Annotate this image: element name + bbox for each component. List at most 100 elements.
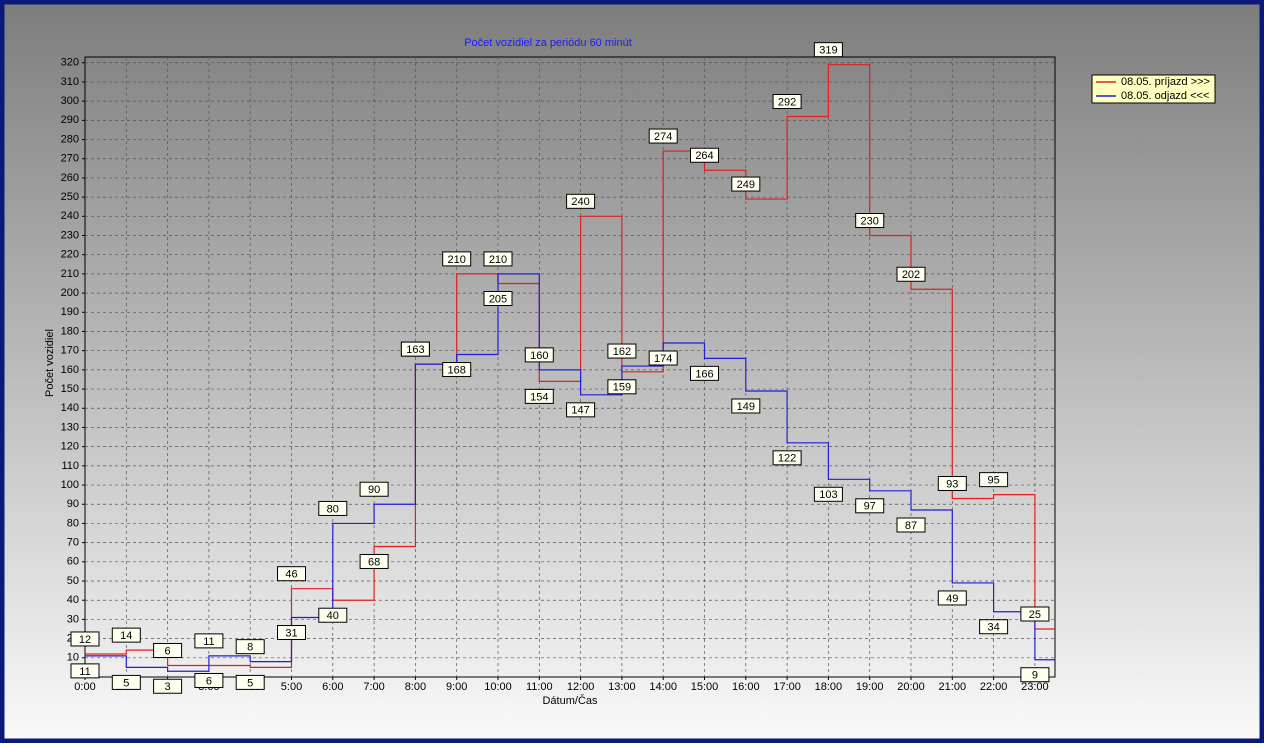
y-tick-label: 50 bbox=[67, 575, 79, 587]
value-label-box bbox=[690, 365, 719, 381]
value-label-box bbox=[979, 619, 1009, 635]
value-label: 274 bbox=[654, 131, 672, 143]
value-label-box bbox=[400, 341, 430, 357]
value-label: 93 bbox=[946, 478, 958, 490]
y-tick-label: 60 bbox=[67, 556, 79, 568]
x-tick-label: 13:00 bbox=[608, 681, 636, 693]
value-label-box bbox=[813, 42, 843, 58]
value-label: 31 bbox=[285, 627, 297, 639]
x-tick-label: 17:00 bbox=[773, 681, 801, 693]
value-label: 264 bbox=[695, 150, 713, 162]
value-label: 80 bbox=[327, 503, 339, 515]
value-label-box bbox=[566, 402, 596, 418]
value-label: 154 bbox=[530, 391, 548, 403]
y-tick-label: 30 bbox=[67, 613, 79, 625]
value-label: 87 bbox=[905, 520, 917, 532]
value-label: 6 bbox=[165, 645, 171, 657]
value-label: 49 bbox=[946, 593, 958, 605]
value-label: 11 bbox=[203, 636, 214, 648]
chart-title: Počet vozidiel za periódu 60 minút bbox=[464, 37, 632, 49]
value-label-box bbox=[1020, 606, 1050, 622]
value-label: 205 bbox=[489, 293, 507, 305]
plot-area bbox=[84, 56, 1056, 678]
value-label-box bbox=[70, 631, 100, 647]
value-label: 249 bbox=[737, 179, 755, 191]
y-tick-label: 10 bbox=[67, 652, 79, 664]
y-tick-label: 40 bbox=[67, 594, 79, 606]
x-tick-label: 7:00 bbox=[363, 681, 384, 693]
value-label-box bbox=[483, 251, 513, 267]
value-label-box bbox=[318, 500, 348, 516]
value-label: 34 bbox=[987, 622, 999, 634]
value-label-box bbox=[194, 672, 224, 688]
y-tick-label: 200 bbox=[61, 287, 79, 299]
y-tick-label: 290 bbox=[61, 114, 79, 126]
series-line bbox=[85, 273, 1055, 672]
x-tick-label: 6:00 bbox=[322, 681, 343, 693]
value-label: 11 bbox=[79, 666, 90, 678]
y-tick-label: 210 bbox=[61, 268, 79, 280]
value-label-box bbox=[855, 498, 885, 514]
y-tick-label: 280 bbox=[61, 133, 79, 145]
value-label: 160 bbox=[530, 350, 548, 362]
x-tick-label: 15:00 bbox=[691, 681, 719, 693]
x-tick-label: 11:00 bbox=[526, 681, 553, 693]
value-label-box bbox=[235, 674, 265, 690]
value-label: 210 bbox=[448, 254, 466, 266]
y-tick-label: 190 bbox=[61, 306, 79, 318]
value-label: 25 bbox=[1029, 609, 1041, 621]
value-label: 162 bbox=[613, 346, 631, 358]
value-label: 90 bbox=[368, 484, 380, 496]
value-label-box bbox=[855, 213, 885, 229]
value-label: 159 bbox=[613, 382, 631, 394]
y-tick-label: 170 bbox=[61, 345, 79, 357]
y-tick-label: 300 bbox=[61, 95, 79, 107]
value-label-box bbox=[70, 663, 100, 679]
value-label-box bbox=[277, 624, 306, 640]
x-tick-label: 9:00 bbox=[446, 681, 467, 693]
y-tick-label: 120 bbox=[61, 441, 79, 453]
value-label-box bbox=[607, 343, 637, 359]
value-label: 95 bbox=[987, 475, 999, 487]
y-tick-label: 130 bbox=[61, 421, 79, 433]
value-label: 3 bbox=[165, 681, 171, 693]
x-axis-label: Dátum/Čas bbox=[542, 694, 598, 707]
legend-label: 08.05. príjazd >>> bbox=[1121, 76, 1210, 88]
value-label-box bbox=[277, 566, 306, 582]
value-label-box bbox=[359, 553, 389, 569]
value-label-box bbox=[731, 398, 761, 414]
value-label-box bbox=[772, 94, 802, 110]
value-label: 14 bbox=[120, 630, 132, 642]
y-tick-label: 80 bbox=[67, 517, 79, 529]
value-label: 292 bbox=[778, 96, 796, 108]
y-tick-label: 180 bbox=[61, 325, 79, 337]
value-label-box bbox=[607, 379, 637, 395]
y-tick-label: 110 bbox=[61, 460, 79, 472]
value-label: 202 bbox=[902, 269, 920, 281]
value-label: 163 bbox=[406, 344, 424, 356]
y-tick-label: 90 bbox=[67, 498, 79, 510]
value-label: 174 bbox=[654, 353, 672, 365]
y-tick-label: 250 bbox=[61, 191, 79, 203]
value-label-box bbox=[442, 362, 472, 378]
value-label-box bbox=[648, 128, 678, 144]
value-label: 40 bbox=[327, 610, 339, 622]
y-tick-label: 270 bbox=[61, 153, 79, 165]
x-tick-label: 22:00 bbox=[980, 681, 1008, 693]
y-tick-label: 260 bbox=[61, 172, 79, 184]
legend bbox=[1091, 74, 1216, 104]
value-label-box bbox=[813, 486, 843, 502]
y-tick-label: 220 bbox=[61, 249, 79, 261]
value-label: 8 bbox=[247, 642, 253, 654]
value-label-box bbox=[979, 472, 1009, 488]
value-label-box bbox=[111, 627, 141, 643]
y-tick-label: 140 bbox=[61, 402, 79, 414]
x-tick-label: 12:00 bbox=[567, 681, 595, 693]
value-label: 168 bbox=[448, 364, 466, 376]
value-label: 12 bbox=[79, 634, 91, 646]
value-label-box bbox=[153, 678, 183, 694]
y-tick-label: 230 bbox=[61, 229, 79, 241]
y-tick-label: 160 bbox=[61, 364, 79, 376]
x-tick-label: 5:00 bbox=[281, 681, 302, 693]
